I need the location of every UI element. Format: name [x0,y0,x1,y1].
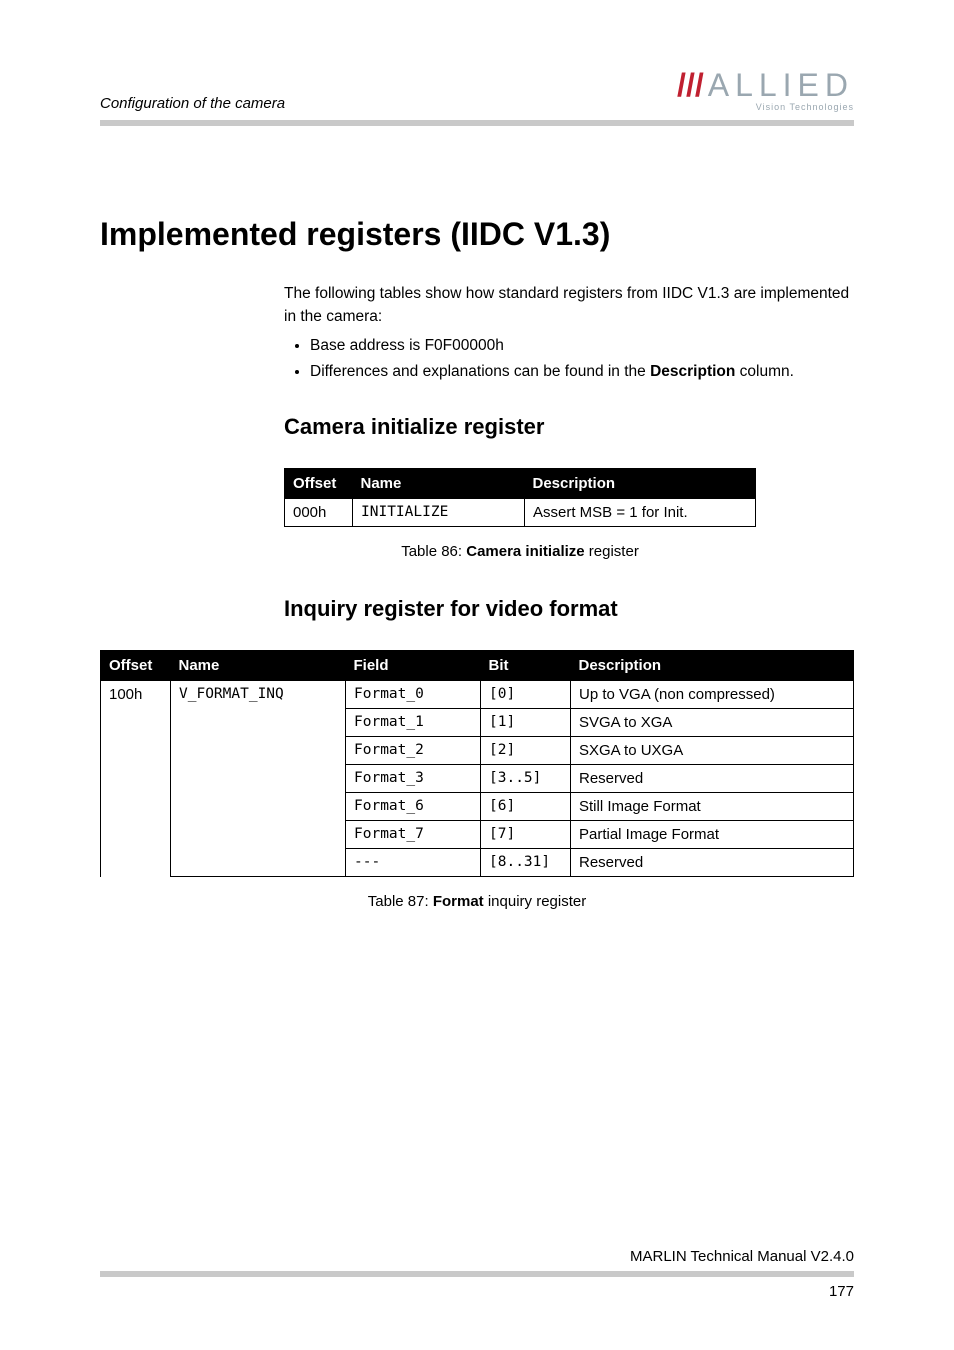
cell-desc: SXGA to UXGA [571,737,854,765]
bullet2-post: column. [735,363,794,380]
bullet-description-column: Differences and explanations can be foun… [310,360,854,384]
th-offset: Offset [285,469,353,499]
intro-block: The following tables show how standard r… [284,283,854,440]
table2-caption: Table 87: Format inquiry register [100,893,854,910]
cell-field: Format_1 [346,709,481,737]
table-row: 100h V_FORMAT_INQ Format_0 [0] Up to VGA… [101,681,854,709]
camera-initialize-table-wrap: Offset Name Description 000h INITIALIZE … [284,468,756,622]
section2-title: Inquiry register for video format [284,596,756,622]
intro-bullets: Base address is F0F00000h Differences an… [284,334,854,384]
footer-rule [100,1271,854,1277]
brand-logo: ///ALLIED Vision Technologies [677,70,854,112]
cell-offset: 100h [101,681,171,877]
cell-name: V_FORMAT_INQ [171,681,346,877]
th-offset: Offset [101,651,171,681]
cell-bit: [7] [481,821,571,849]
section1-title: Camera initialize register [284,414,854,440]
table-row: 000h INITIALIZE Assert MSB = 1 for Init. [285,499,756,527]
cell-field: Format_0 [346,681,481,709]
page-footer: MARLIN Technical Manual V2.4.0 177 [100,1248,854,1300]
cell-bit: [1] [481,709,571,737]
cell-field: --- [346,849,481,877]
cell-bit: [6] [481,793,571,821]
format-inquiry-table-wrap: Offset Name Field Bit Description 100h V… [100,650,854,910]
cell-desc: Partial Image Format [571,821,854,849]
format-inquiry-table: Offset Name Field Bit Description 100h V… [100,650,854,877]
logo-name: ALLIED [708,67,854,103]
footer-page-number: 177 [100,1283,854,1300]
cell-field: Format_2 [346,737,481,765]
th-description: Description [571,651,854,681]
header-breadcrumb: Configuration of the camera [100,95,285,112]
bullet-base-address: Base address is F0F00000h [310,334,854,358]
cell-desc: Assert MSB = 1 for Init. [525,499,756,527]
caption2-pre: Table 87: [368,893,433,910]
bullet2-bold: Description [650,363,735,380]
footer-manual-title: MARLIN Technical Manual V2.4.0 [100,1248,854,1265]
intro-paragraph: The following tables show how standard r… [284,283,854,328]
table-header-row: Offset Name Description [285,469,756,499]
caption1-pre: Table 86: [401,543,466,560]
cell-bit: [2] [481,737,571,765]
cell-bit: [0] [481,681,571,709]
cell-desc: Reserved [571,765,854,793]
th-name: Name [353,469,525,499]
caption1-post: register [585,543,639,560]
cell-offset: 000h [285,499,353,527]
cell-desc: Still Image Format [571,793,854,821]
header-rule [100,120,854,126]
caption1-bold: Camera initialize [466,543,584,560]
bullet2-pre: Differences and explanations can be foun… [310,363,650,380]
page-root: Configuration of the camera ///ALLIED Vi… [0,0,954,1350]
logo-subtitle: Vision Technologies [677,102,854,112]
cell-bit: [8..31] [481,849,571,877]
cell-name: INITIALIZE [353,499,525,527]
logo-top-line: ///ALLIED [677,70,854,100]
th-bit: Bit [481,651,571,681]
cell-field: Format_7 [346,821,481,849]
camera-initialize-table: Offset Name Description 000h INITIALIZE … [284,468,756,527]
th-description: Description [525,469,756,499]
caption2-post: inquiry register [484,893,587,910]
page-title: Implemented registers (IIDC V1.3) [100,216,854,253]
cell-bit: [3..5] [481,765,571,793]
logo-slashes: /// [677,67,704,103]
page-header: Configuration of the camera ///ALLIED Vi… [100,70,854,112]
th-name: Name [171,651,346,681]
caption2-bold: Format [433,893,484,910]
cell-desc: SVGA to XGA [571,709,854,737]
cell-field: Format_3 [346,765,481,793]
table-header-row: Offset Name Field Bit Description [101,651,854,681]
cell-desc: Up to VGA (non compressed) [571,681,854,709]
cell-field: Format_6 [346,793,481,821]
th-field: Field [346,651,481,681]
table1-caption: Table 86: Camera initialize register [284,543,756,560]
cell-desc: Reserved [571,849,854,877]
